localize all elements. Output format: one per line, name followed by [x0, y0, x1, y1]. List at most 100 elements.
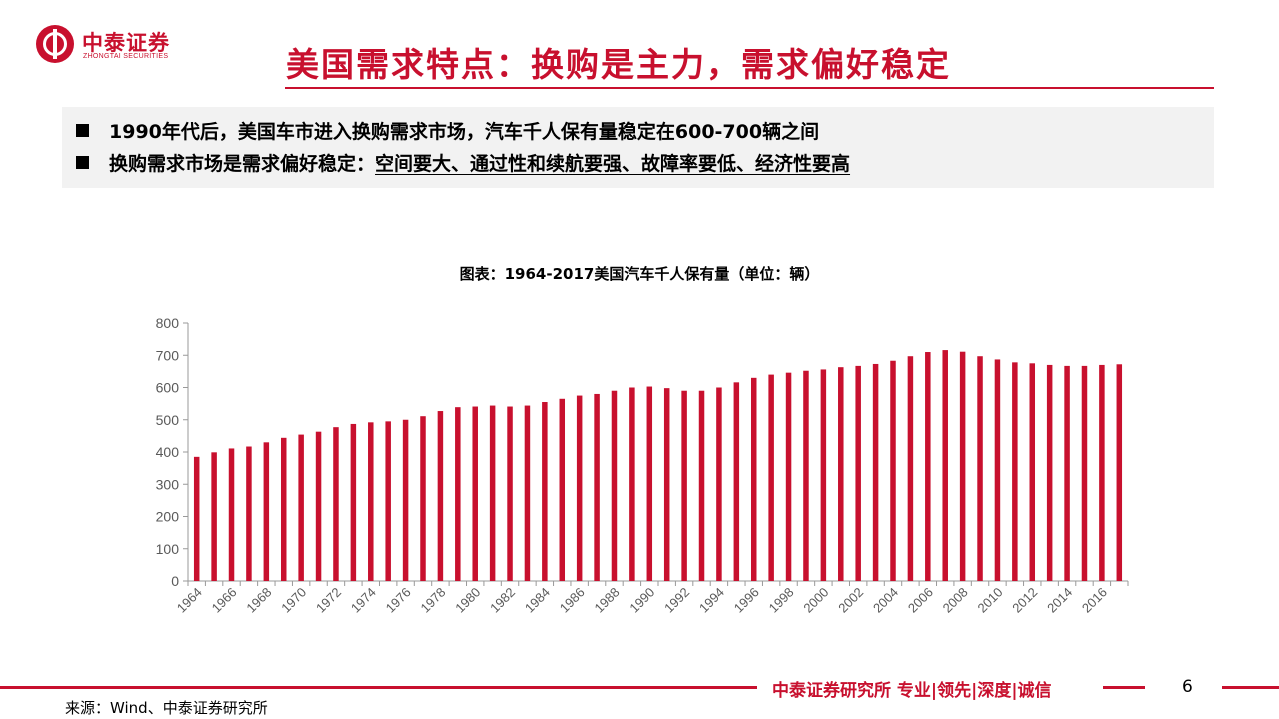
bar-2000 — [820, 369, 827, 581]
y-tick-label: 100 — [156, 541, 180, 557]
chart-title: 图表：1964-2017美国汽车千人保有量（单位：辆） — [459, 265, 820, 283]
x-tick-label: 2008 — [940, 585, 971, 616]
x-tick-label: 2002 — [835, 585, 866, 616]
x-tick-label: 2016 — [1079, 585, 1110, 616]
bullet-1-text: 1990年代后，美国车市进入换购需求市场，汽车千人保有量稳定在600-700辆之… — [109, 121, 820, 143]
bar-1995 — [733, 382, 740, 581]
bar-1987 — [594, 393, 600, 581]
bar-1970 — [298, 434, 304, 581]
x-tick-label: 2006 — [905, 585, 936, 616]
x-tick-label: 1990 — [626, 585, 657, 616]
bullet-2: 换购需求市场是需求偏好稳定：空间要大、通过性和续航要强、故障率要低、经济性要高 — [76, 149, 850, 176]
x-tick-label: 2000 — [800, 585, 831, 616]
bar-2017 — [1116, 364, 1123, 581]
x-tick-label: 1998 — [766, 585, 797, 616]
bar-1977 — [420, 416, 426, 581]
footer-brand: 中泰证券研究所 专业|领先|深度|诚信 — [772, 681, 1052, 701]
bar-1973 — [350, 423, 357, 581]
bar-1985 — [559, 398, 566, 581]
x-tick-label: 1974 — [348, 585, 379, 616]
x-tick-label: 1988 — [592, 585, 623, 616]
bar-1979 — [455, 407, 461, 581]
bullet-2-prefix: 换购需求市场是需求偏好稳定： — [109, 153, 376, 175]
bar-1984 — [542, 402, 548, 581]
bar-1986 — [576, 395, 583, 581]
bar-2002 — [855, 365, 861, 581]
title-divider — [285, 87, 1214, 89]
bar-1980 — [472, 406, 478, 581]
bar-1994 — [716, 387, 722, 581]
bar-1974 — [368, 422, 374, 581]
bar-1968 — [263, 442, 270, 581]
bar-2001 — [838, 367, 844, 581]
x-tick-label: 2012 — [1009, 585, 1040, 616]
bar-1989 — [629, 387, 635, 581]
bar-2011 — [1012, 362, 1018, 581]
bar-1971 — [315, 431, 322, 581]
x-tick-label: 2014 — [1044, 585, 1075, 616]
bar-1991 — [663, 388, 670, 581]
bullet-2-underlined: 空间要大、通过性和续航要强、故障率要低、经济性要高 — [375, 153, 851, 175]
y-tick-label: 0 — [171, 573, 179, 589]
logo-mark-icon — [36, 25, 74, 63]
bullet-1: 1990年代后，美国车市进入换购需求市场，汽车千人保有量稳定在600-700辆之… — [76, 117, 819, 144]
x-tick-label: 1980 — [452, 585, 483, 616]
bar-2014 — [1064, 365, 1070, 581]
x-tick-label: 1986 — [557, 585, 588, 616]
square-bullet-icon — [76, 156, 89, 169]
bar-1992 — [681, 390, 687, 581]
bar-1982 — [507, 406, 513, 581]
bar-1967 — [246, 446, 252, 581]
footer-rule-mid — [1103, 686, 1145, 689]
x-tick-label: 1994 — [696, 585, 727, 616]
footer-rule-right — [1222, 686, 1279, 689]
bar-2004 — [890, 360, 896, 581]
y-tick-label: 200 — [156, 509, 180, 525]
x-tick-label: 1996 — [731, 585, 762, 616]
bar-1993 — [698, 390, 705, 581]
x-tick-label: 1976 — [383, 585, 414, 616]
x-tick-label: 1984 — [522, 585, 553, 616]
x-tick-label: 2010 — [975, 585, 1006, 616]
bar-2013 — [1046, 364, 1053, 581]
x-tick-label: 1964 — [174, 585, 205, 616]
bar-1976 — [402, 419, 409, 581]
bar-1998 — [785, 372, 792, 581]
bar-1969 — [280, 437, 287, 581]
x-tick-label: 1966 — [209, 585, 240, 616]
x-tick-label: 1970 — [278, 585, 309, 616]
bar-1964 — [193, 456, 200, 581]
bar-2007 — [942, 350, 948, 581]
square-bullet-icon — [76, 124, 89, 137]
bar-1965 — [211, 452, 217, 581]
bar-1983 — [524, 405, 531, 581]
bar-2010 — [994, 359, 1001, 581]
logo-text-cn: 中泰证券 — [82, 31, 170, 55]
logo-text-en: ZHONGTAI SECURITIES — [83, 53, 169, 60]
y-tick-label: 400 — [156, 444, 180, 460]
bar-1981 — [489, 405, 496, 581]
x-tick-label: 1992 — [661, 585, 692, 616]
bar-2005 — [907, 356, 914, 581]
y-tick-label: 800 — [156, 315, 180, 331]
bar-1990 — [646, 386, 653, 581]
bar-1999 — [803, 370, 809, 581]
footer-rule-left — [0, 686, 757, 689]
y-tick-label: 700 — [156, 347, 180, 363]
bar-1978 — [437, 411, 444, 581]
bar-1988 — [611, 390, 618, 581]
x-tick-label: 1982 — [487, 585, 518, 616]
page-number: 6 — [1182, 677, 1193, 697]
bar-2015 — [1081, 365, 1088, 581]
bar-2009 — [977, 356, 983, 581]
page-title: 美国需求特点：换购是主力，需求偏好稳定 — [286, 45, 951, 84]
bar-2016 — [1099, 364, 1105, 581]
bar-2006 — [925, 352, 931, 581]
company-logo: 中泰证券 ZHONGTAI SECURITIES — [36, 25, 196, 65]
bar-1966 — [228, 448, 235, 581]
x-tick-label: 1978 — [417, 585, 448, 616]
bar-1975 — [385, 421, 391, 581]
source-note: 来源：Wind、中泰证券研究所 — [65, 699, 268, 717]
summary-box: 1990年代后，美国车市进入换购需求市场，汽车千人保有量稳定在600-700辆之… — [62, 107, 1214, 188]
